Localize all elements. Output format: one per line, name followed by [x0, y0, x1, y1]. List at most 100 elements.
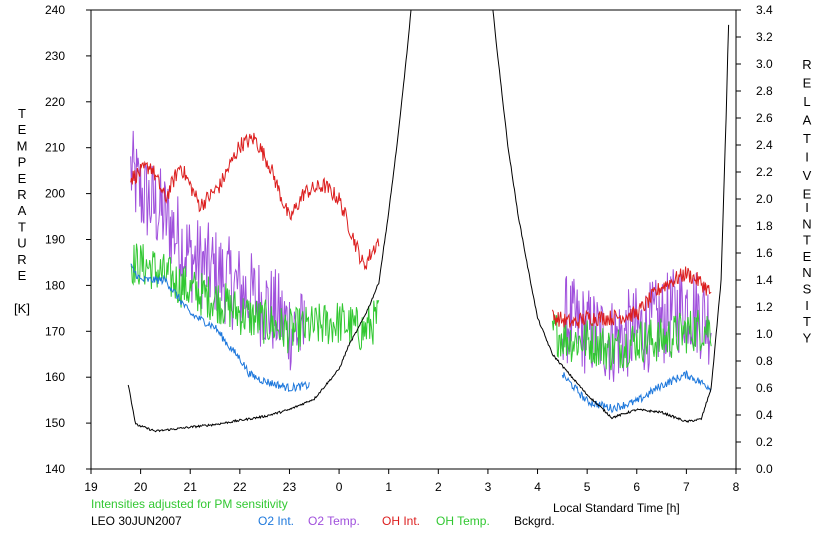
left-y-tick-label: 210 — [45, 141, 65, 155]
series-line-oh_int-morning — [551, 266, 712, 329]
right-y-tick-label: 0.6 — [756, 381, 773, 395]
x-tick-label: 0 — [336, 480, 343, 494]
right-y-label-letter: E — [803, 187, 812, 202]
right-y-label-letter: E — [803, 76, 812, 91]
right-y-tick-label: 0.4 — [756, 408, 773, 422]
right-y-label-letter: T — [803, 131, 811, 146]
right-y-label-letter: N — [802, 265, 811, 280]
legend-entry: Bckgrd. — [514, 514, 555, 528]
x-tick-label: 19 — [84, 480, 98, 494]
legend-entry: OH Int. — [382, 514, 420, 528]
left-y-label-letter: R — [17, 252, 26, 267]
left-y-tick-label: 220 — [45, 95, 65, 109]
right-y-tick-label: 0.8 — [756, 354, 773, 368]
right-y-tick-label: 3.2 — [756, 30, 773, 44]
right-y-label-letter: V — [803, 168, 812, 183]
right-y-label-letter: N — [802, 216, 811, 231]
right-y-tick-label: 1.4 — [756, 273, 773, 287]
x-tick-label: 23 — [283, 480, 297, 494]
right-y-tick-label: 2.0 — [756, 192, 773, 206]
x-tick-label: 6 — [633, 480, 640, 494]
left-y-label-letter: A — [18, 203, 27, 218]
left-y-label-letter: T — [18, 219, 26, 234]
x-tick-label: 2 — [435, 480, 442, 494]
right-y-label-letter: T — [803, 233, 811, 248]
right-y-tick-label: 2.8 — [756, 84, 773, 98]
series-line-o2_temp-morning — [561, 269, 712, 382]
left-y-tick-label: 180 — [45, 278, 65, 292]
left-y-tick-label: 140 — [45, 462, 65, 476]
series-line-o2_temp-evening — [130, 130, 305, 371]
left-y-label-letter: E — [18, 171, 27, 186]
right-y-tick-label: 2.6 — [756, 111, 773, 125]
right-y-label-letter: T — [803, 314, 811, 329]
left-y-label-letter: M — [17, 138, 28, 153]
legend: O2 Int. O2 Temp. OH Int. OH Temp. Bckgrd. — [258, 514, 555, 528]
series-line-oh_temp-morning — [551, 309, 712, 371]
right-y-tick-label: 2.2 — [756, 165, 773, 179]
x-tick-label: 8 — [733, 480, 740, 494]
left-y-label-letter: R — [17, 187, 26, 202]
right-y-tick-label: 1.8 — [756, 219, 773, 233]
right-y-label-letter: I — [805, 298, 809, 313]
legend-entry: OH Temp. — [436, 514, 490, 528]
series-bckgrd — [127, 9, 730, 433]
site-date-label: LEO 30JUN2007 — [91, 514, 182, 528]
left-y-label-letter: T — [18, 106, 26, 121]
x-tick-label: 5 — [584, 480, 591, 494]
right-y-tick-label: 1.2 — [756, 300, 773, 314]
right-y-tick-label: 2.4 — [756, 138, 773, 152]
left-y-tick-label: 190 — [45, 233, 65, 247]
series-line-bckgrd-morning — [492, 9, 730, 424]
x-tick-label: 7 — [683, 480, 690, 494]
x-axis-label: Local Standard Time [h] — [553, 501, 680, 515]
left-y-label-letter: U — [17, 236, 26, 251]
left-y-tick-label: 240 — [45, 3, 65, 17]
right-y-tick-label: 1.6 — [756, 246, 773, 260]
left-y-tick-label: 160 — [45, 370, 65, 384]
right-y-label-letter: E — [803, 249, 812, 264]
series-line-oh_temp-evening — [130, 243, 380, 354]
right-y-label-letter: I — [805, 150, 809, 165]
series-oh_temp — [130, 243, 712, 371]
right-y-tick-label: 0.0 — [756, 462, 773, 476]
series-oh_int — [130, 132, 712, 329]
series-o2_temp — [130, 130, 712, 382]
left-y-label-letter: P — [18, 155, 27, 170]
right-y-tick-label: 3.0 — [756, 57, 773, 71]
right-y-tick-label: 1.0 — [756, 327, 773, 341]
legend-entry: O2 Temp. — [308, 514, 360, 528]
x-tick-label: 3 — [485, 480, 492, 494]
x-tick-label: 22 — [233, 480, 247, 494]
left-y-tick-label: 230 — [45, 49, 65, 63]
left-y-tick-label: 200 — [45, 187, 65, 201]
series-line-o2_int-morning — [561, 370, 712, 414]
right-y-label-letter: Y — [803, 330, 812, 345]
series-line-oh_int-evening — [130, 132, 380, 271]
series-layer — [127, 9, 730, 433]
series-line-bckgrd-evening — [127, 9, 412, 433]
sensitivity-note: Intensities adjusted for PM sensitivity — [91, 497, 288, 511]
right-y-label-letter: R — [802, 57, 811, 72]
legend-entry: O2 Int. — [258, 514, 294, 528]
ticks-layer: 19 20 21 22 23 0 1 2 3 4 5 6 7 8140150160170180190200… — [45, 3, 773, 494]
series-line-o2_int-evening — [130, 263, 310, 393]
x-tick-label: 1 — [385, 480, 392, 494]
x-tick-label: 21 — [184, 480, 198, 494]
right-y-label-letter: S — [803, 282, 812, 297]
right-y-label-letter: I — [805, 200, 809, 215]
right-y-tick-label: 0.2 — [756, 435, 773, 449]
left-y-label-letter: E — [18, 268, 27, 283]
x-tick-label: 4 — [534, 480, 541, 494]
left-y-tick-label: 150 — [45, 416, 65, 430]
series-o2_int — [130, 263, 712, 414]
left-y-label-letter: E — [18, 122, 27, 137]
right-y-label-letter: L — [803, 94, 810, 109]
x-tick-label: 20 — [134, 480, 148, 494]
right-y-label-letter: A — [803, 113, 812, 128]
right-y-tick-label: 3.4 — [756, 3, 773, 17]
left-y-axis-unit: [K] — [14, 301, 30, 316]
